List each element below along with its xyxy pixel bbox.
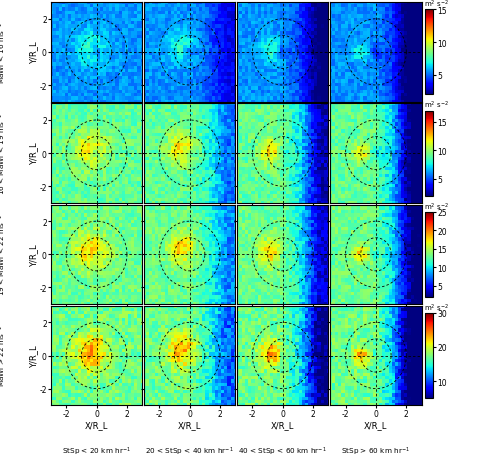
X-axis label: X/R_L: X/R_L xyxy=(364,420,388,429)
X-axis label: X/R_L: X/R_L xyxy=(85,420,108,429)
Text: m$^2$ s$^{-2}$: m$^2$ s$^{-2}$ xyxy=(424,0,450,10)
Text: StSp > 60 km hr$^{-1}$: StSp > 60 km hr$^{-1}$ xyxy=(342,444,410,457)
Text: MaWi > 22 ms$^{-1}$: MaWi > 22 ms$^{-1}$ xyxy=(0,325,8,386)
Y-axis label: Y/R_L: Y/R_L xyxy=(29,142,38,165)
Y-axis label: Y/R_L: Y/R_L xyxy=(29,41,38,64)
Text: 20 < StSp < 40 km hr$^{-1}$: 20 < StSp < 40 km hr$^{-1}$ xyxy=(145,444,234,457)
Text: StSp < 20 km hr$^{-1}$: StSp < 20 km hr$^{-1}$ xyxy=(62,444,131,457)
Text: MaWi < 16 ms$^{-1}$: MaWi < 16 ms$^{-1}$ xyxy=(0,22,8,84)
Text: 40 < StSp < 60 km hr$^{-1}$: 40 < StSp < 60 km hr$^{-1}$ xyxy=(238,444,328,457)
Text: 16 < MaWi < 19 ms$^{-1}$: 16 < MaWi < 19 ms$^{-1}$ xyxy=(0,113,8,195)
Y-axis label: Y/R_L: Y/R_L xyxy=(29,344,38,367)
Text: m$^2$ s$^{-2}$: m$^2$ s$^{-2}$ xyxy=(424,201,450,212)
X-axis label: X/R_L: X/R_L xyxy=(178,420,202,429)
Text: 19 < MaWi < 22 ms$^{-1}$: 19 < MaWi < 22 ms$^{-1}$ xyxy=(0,214,8,296)
Text: m$^2$ s$^{-2}$: m$^2$ s$^{-2}$ xyxy=(424,302,450,313)
Y-axis label: Y/R_L: Y/R_L xyxy=(29,243,38,266)
X-axis label: X/R_L: X/R_L xyxy=(271,420,294,429)
Text: m$^2$ s$^{-2}$: m$^2$ s$^{-2}$ xyxy=(424,100,450,111)
